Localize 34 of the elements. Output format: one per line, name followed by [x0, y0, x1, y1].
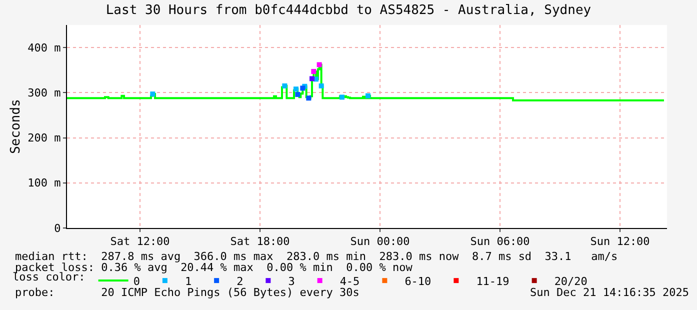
point	[340, 94, 344, 100]
point	[150, 92, 156, 97]
point	[310, 76, 314, 82]
point	[306, 96, 312, 101]
x-tick-label: Sun 12:00	[590, 235, 650, 248]
y-tick-label: 200 m	[28, 132, 62, 145]
y-axis-title: Seconds	[8, 99, 24, 154]
x-tick-label: Sat 18:00	[230, 235, 290, 248]
point	[282, 83, 288, 88]
point	[366, 93, 370, 98]
legend-label: 2	[236, 274, 244, 288]
legend-label: 6-10	[404, 274, 432, 288]
legend-label: 1	[184, 274, 192, 288]
legend-label: 11-19	[476, 274, 510, 288]
x-tick-label: Sun 06:00	[470, 235, 530, 248]
point	[295, 92, 300, 97]
point	[294, 86, 298, 92]
text: median rtt: 287.8 ms avg 366.0 ms max 283.0 ms min 283.0 ms now 8.7 ms sd 33.1 am/s	[15, 250, 618, 263]
text: probe: 20 ICMP Echo Pings (56 Bytes) every 30s	[15, 286, 360, 299]
x-tick-label: Sat 12:00	[110, 235, 170, 248]
y-tick-label: 400 m	[28, 41, 62, 54]
point	[311, 68, 316, 74]
y-tick-label: 300 m	[28, 86, 62, 100]
legend-label: 4-5	[340, 274, 360, 288]
legend-label: 0	[133, 274, 140, 288]
legend-label: 20/20	[554, 274, 588, 288]
chart-title: Last 30 Hours from b0fc444dcbbd to AS54825 - Australia, Sydney	[106, 2, 592, 18]
point	[318, 83, 324, 88]
legend-label: 3	[288, 274, 295, 288]
text: Sun Dec 21 14:16:35 2025	[530, 286, 689, 299]
y-tick-label: 0	[54, 222, 61, 235]
y-tick-label: 100 m	[28, 176, 62, 190]
x-tick-label: Sun 00:00	[350, 235, 410, 248]
point	[316, 62, 322, 68]
